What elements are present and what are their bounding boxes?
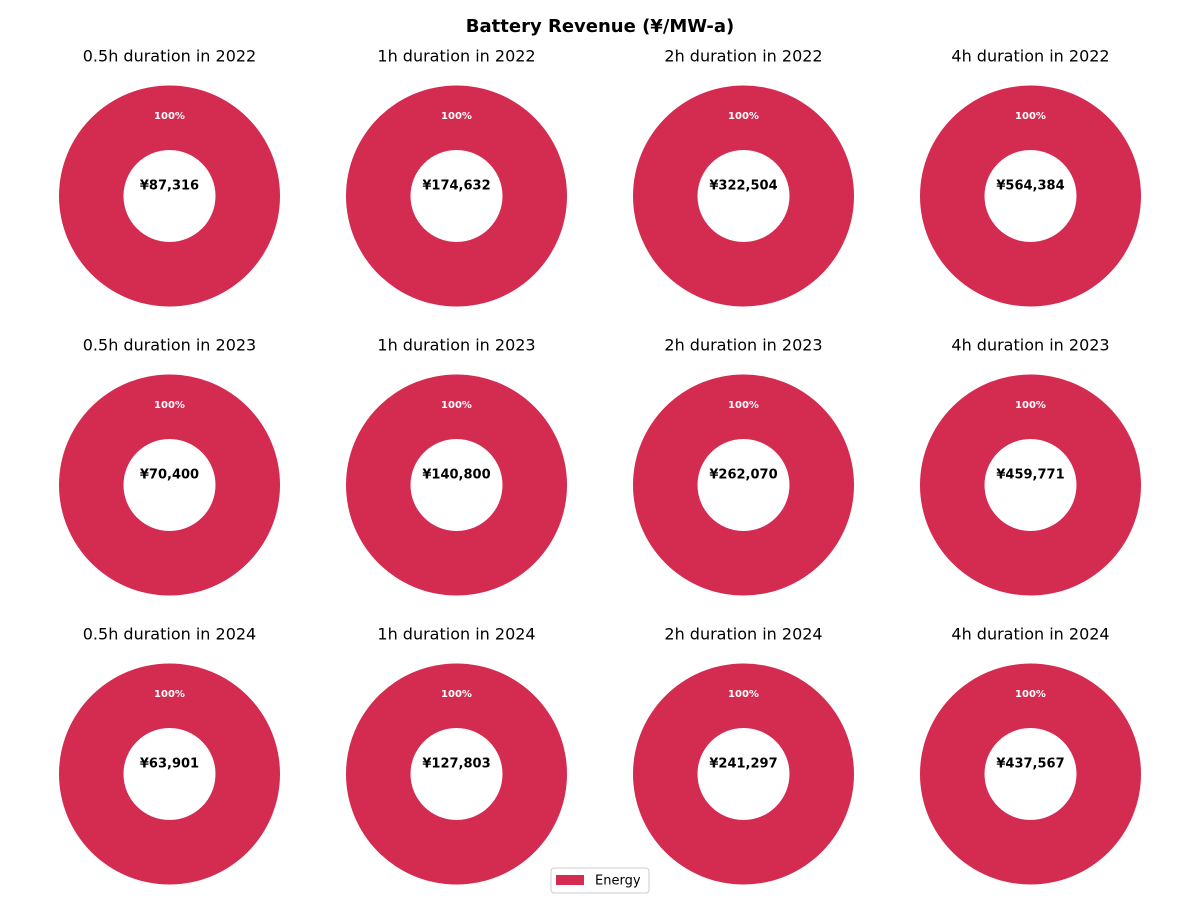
donut-slice-energy <box>920 85 1141 307</box>
slice-percent-label: 100% <box>728 400 759 411</box>
donut-panel: 1h duration in 2023 100% ¥140,800 <box>346 336 567 596</box>
total-label: ¥87,316 <box>140 179 199 194</box>
donut-slice-energy <box>633 85 854 307</box>
total-label: ¥127,803 <box>422 757 490 772</box>
slice-percent-label: 100% <box>154 111 185 122</box>
slice-percent-label: 100% <box>1015 689 1046 700</box>
slice-percent-label: 100% <box>728 111 759 122</box>
panel-title: 1h duration in 2022 <box>377 47 535 66</box>
panel-title: 4h duration in 2023 <box>951 336 1109 355</box>
legend-swatch-energy <box>556 875 584 885</box>
donut-slice-energy <box>59 85 280 307</box>
panel-title: 4h duration in 2024 <box>951 625 1109 644</box>
donut-panel: 2h duration in 2024 100% ¥241,297 <box>633 625 854 885</box>
legend-box <box>550 867 650 894</box>
donut-slice-energy <box>59 374 280 596</box>
slice-percent-label: 100% <box>728 689 759 700</box>
donut-panel: 1h duration in 2022 100% ¥174,632 <box>346 47 567 307</box>
donut-panel: 4h duration in 2023 100% ¥459,771 <box>920 336 1141 596</box>
donut-panel: 4h duration in 2024 100% ¥437,567 <box>920 625 1141 885</box>
donut-panel: 2h duration in 2023 100% ¥262,070 <box>633 336 854 596</box>
total-label: ¥63,901 <box>140 757 199 772</box>
slice-percent-label: 100% <box>1015 111 1046 122</box>
total-label: ¥262,070 <box>709 468 777 483</box>
panel-title: 1h duration in 2023 <box>377 336 535 355</box>
total-label: ¥140,800 <box>422 468 490 483</box>
panel-title: 4h duration in 2022 <box>951 47 1109 66</box>
panel-title: 1h duration in 2024 <box>377 625 535 644</box>
panel-title: 2h duration in 2023 <box>664 336 822 355</box>
total-label: ¥564,384 <box>996 179 1064 194</box>
legend: Energy <box>550 867 650 894</box>
donut-slice-energy <box>633 663 854 885</box>
donut-slice-energy <box>920 374 1141 596</box>
total-label: ¥322,504 <box>709 179 777 194</box>
total-label: ¥459,771 <box>996 468 1064 483</box>
donut-slice-energy <box>346 374 567 596</box>
donut-slice-energy <box>920 663 1141 885</box>
donut-panel: 0.5h duration in 2023 100% ¥70,400 <box>59 336 280 596</box>
donut-slice-energy <box>346 663 567 885</box>
slice-percent-label: 100% <box>441 111 472 122</box>
donut-slice-energy <box>346 85 567 307</box>
total-label: ¥70,400 <box>140 468 199 483</box>
slice-percent-label: 100% <box>154 689 185 700</box>
donut-panel: 2h duration in 2022 100% ¥322,504 <box>633 47 854 307</box>
donut-panels: 0.5h duration in 2022 100% ¥87,316 1h durat… <box>59 47 1141 885</box>
chart-title: Battery Revenue (¥/MW-a) <box>466 16 734 37</box>
legend-label-energy: Energy <box>595 874 641 889</box>
donut-panel: 4h duration in 2022 100% ¥564,384 <box>920 47 1141 307</box>
panel-title: 0.5h duration in 2023 <box>83 336 256 355</box>
panel-title: 2h duration in 2022 <box>664 47 822 66</box>
panel-title: 2h duration in 2024 <box>664 625 822 644</box>
total-label: ¥241,297 <box>709 757 777 772</box>
total-label: ¥174,632 <box>422 179 490 194</box>
slice-percent-label: 100% <box>154 400 185 411</box>
donut-panel: 0.5h duration in 2024 100% ¥63,901 <box>59 625 280 885</box>
panel-title: 0.5h duration in 2022 <box>83 47 256 66</box>
total-label: ¥437,567 <box>996 757 1064 772</box>
donut-slice-energy <box>59 663 280 885</box>
donut-slice-energy <box>633 374 854 596</box>
slice-percent-label: 100% <box>1015 400 1046 411</box>
donut-panel: 0.5h duration in 2022 100% ¥87,316 <box>59 47 280 307</box>
panel-title: 0.5h duration in 2024 <box>83 625 256 644</box>
slice-percent-label: 100% <box>441 400 472 411</box>
slice-percent-label: 100% <box>441 689 472 700</box>
donut-panel: 1h duration in 2024 100% ¥127,803 <box>346 625 567 885</box>
